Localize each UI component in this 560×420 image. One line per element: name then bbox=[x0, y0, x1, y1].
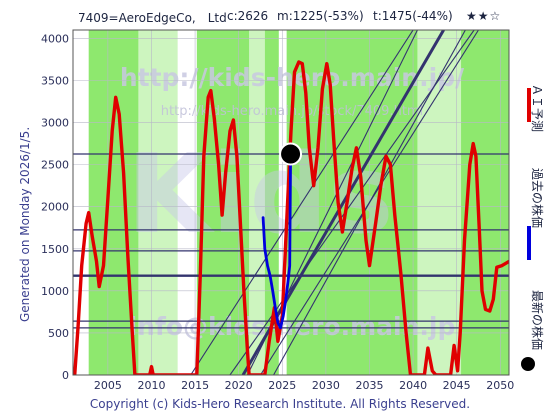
latest-price-marker bbox=[279, 142, 303, 166]
watermark-url-bottom: info@kids-hero.main.jp bbox=[129, 312, 456, 341]
target-drop-stat: t:1475(-44%) bbox=[373, 9, 453, 23]
rating-stars: ★★☆ bbox=[466, 9, 502, 23]
y-tick-label: 2000 bbox=[41, 201, 69, 214]
green-band bbox=[461, 30, 509, 375]
watermark-logo: Kids bbox=[126, 130, 393, 258]
x-tick-label: 2015 bbox=[181, 379, 209, 392]
legend-latest-label: 最新の株価 bbox=[530, 290, 545, 350]
y-tick-label: 2500 bbox=[41, 159, 69, 172]
y-tick-label: 4000 bbox=[41, 32, 69, 45]
chart-header: 7409=AeroEdgeCo, Ltd c:2626 m:1225(-53%)… bbox=[0, 0, 560, 28]
x-tick-label: 2025 bbox=[268, 379, 296, 392]
stock-title: 7409=AeroEdgeCo, Ltd bbox=[78, 11, 227, 25]
copyright-footer: Copyright (c) Kids-Hero Research Institu… bbox=[89, 397, 471, 411]
diagonal-trend-line bbox=[190, 30, 414, 375]
light-green-band bbox=[417, 30, 462, 375]
past-price-line bbox=[261, 152, 293, 330]
x-tick-label: 2050 bbox=[486, 379, 514, 392]
x-tick-label: 2010 bbox=[137, 379, 165, 392]
light-green-band bbox=[249, 30, 265, 375]
x-tick-label: 2045 bbox=[443, 379, 471, 392]
y-tick-label: 1500 bbox=[41, 243, 69, 256]
diagonal-trend-line bbox=[260, 30, 479, 375]
legend-latest-marker bbox=[521, 357, 535, 371]
ai-forecast-line bbox=[73, 60, 509, 375]
axis-labels: 2005 2010 2015 2020 2025 2030 2035 2040 2045 2050… bbox=[41, 32, 514, 392]
legend-ai-label: ＡＩ予測 bbox=[530, 84, 544, 132]
x-tick-label: 2020 bbox=[225, 379, 253, 392]
plot-frame bbox=[72, 29, 510, 376]
light-green-band bbox=[138, 30, 178, 375]
x-tick-label: 2030 bbox=[312, 379, 340, 392]
legend-past-label: 過去の株価 bbox=[530, 168, 545, 228]
max-drop-stat: m:1225(-53%) bbox=[277, 9, 364, 23]
x-tick-label: 2040 bbox=[399, 379, 427, 392]
y-tick-label: 3000 bbox=[41, 117, 69, 130]
y-tick-label: 0 bbox=[62, 369, 69, 382]
current-price-stat: c:2626 bbox=[227, 9, 269, 23]
price-series bbox=[73, 60, 509, 375]
x-tick-label: 2035 bbox=[355, 379, 383, 392]
legend: ＡＩ予測 過去の株価 最新の株価 bbox=[521, 84, 545, 371]
y-tick-label: 1000 bbox=[41, 285, 69, 298]
x-tick-label: 2005 bbox=[94, 379, 122, 392]
y-tick-label: 3500 bbox=[41, 74, 69, 87]
green-band bbox=[264, 30, 279, 375]
y-tick-label: 500 bbox=[48, 327, 69, 340]
